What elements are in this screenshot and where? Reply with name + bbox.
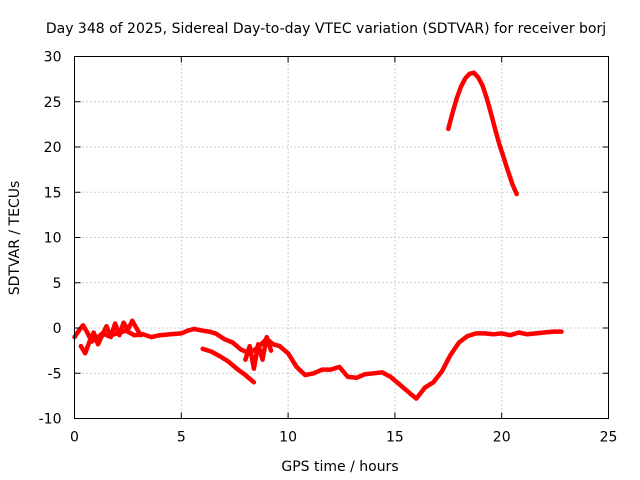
series-layer [72,70,564,401]
y-tick-label: 15 [44,185,62,201]
x-tick-label: 20 [493,430,511,446]
series-evening-branch [200,346,257,385]
x-tick-labels: 0 5 10 15 20 25 [70,430,617,446]
x-tick-label: 25 [600,430,618,446]
x-tick-label: 5 [177,430,186,446]
x-axis-label: GPS time / hours [281,459,398,475]
series-early-oscillation [78,318,143,356]
y-tick-label: 25 [44,95,62,111]
y-tick-labels: -10 -5 0 5 10 15 20 25 30 [39,50,62,428]
x-tick-label: 0 [70,430,79,446]
y-tick-label: -5 [48,366,62,382]
y-tick-label: 30 [44,50,62,66]
series-main [72,323,564,401]
chart-title: Day 348 of 2025, Sidereal Day-to-day VTE… [46,21,606,37]
x-tick-label: 15 [386,430,404,446]
series-evening-spikes [243,334,274,371]
y-tick-label: 0 [53,321,62,337]
y-tick-label: 10 [44,231,62,247]
x-tick-label: 10 [279,430,297,446]
y-tick-label: 5 [53,276,62,292]
tick-marks [74,56,609,419]
y-tick-label: -10 [39,412,62,428]
series-late-peak [446,70,519,197]
y-tick-label: 20 [44,140,62,156]
grid [74,56,609,419]
y-axis-label: SDTVAR / TECUs [7,181,23,296]
